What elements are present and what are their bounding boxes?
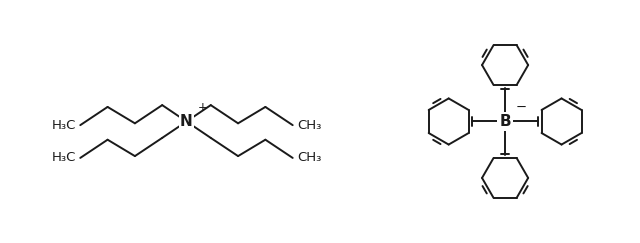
Text: B: B	[499, 114, 511, 129]
Text: N: N	[180, 114, 193, 129]
Text: +: +	[197, 101, 207, 114]
Text: H₃C: H₃C	[52, 151, 76, 165]
Text: CH₃: CH₃	[297, 151, 321, 165]
Text: H₃C: H₃C	[52, 119, 76, 132]
Text: CH₃: CH₃	[297, 119, 321, 132]
Text: −: −	[516, 101, 527, 114]
